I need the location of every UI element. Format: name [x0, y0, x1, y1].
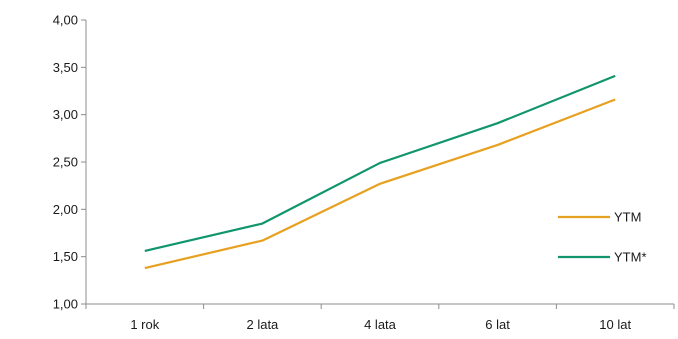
- chart-legend: YTM YTM*: [558, 210, 647, 265]
- y-tick-label: 1,50: [53, 249, 78, 264]
- series-line-ytm-star: [144, 74, 616, 253]
- legend-label: YTM: [614, 210, 641, 225]
- x-tick-label: 6 lat: [485, 317, 510, 332]
- y-tick-label: 1,00: [53, 297, 78, 312]
- y-tick-label: 3,00: [53, 107, 78, 122]
- x-axis-ticks: 1 rok 2 lata 4 lata 6 lat 10 lat: [85, 304, 675, 332]
- chart-series: [144, 74, 616, 270]
- y-axis-ticks: 1,00 1,50 2,00 2,50 3,00 3,50 4,00: [53, 13, 86, 312]
- y-tick-label: 2,50: [53, 155, 78, 170]
- x-tick-label: 2 lata: [246, 317, 279, 332]
- x-tick-label: 1 rok: [130, 317, 159, 332]
- y-tick-label: 2,00: [53, 202, 78, 217]
- y-tick-label: 4,00: [53, 13, 78, 28]
- x-tick-label: 4 lata: [364, 317, 397, 332]
- y-tick-label: 3,50: [53, 60, 78, 75]
- x-tick-label: 10 lat: [599, 317, 631, 332]
- legend-label: YTM*: [614, 250, 647, 265]
